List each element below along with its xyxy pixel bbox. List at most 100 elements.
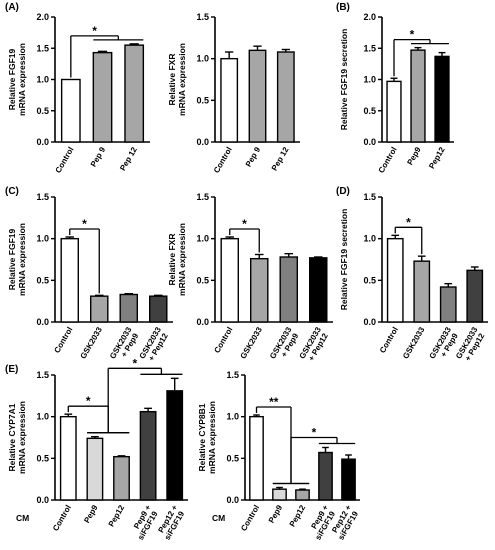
x-tick-label: Pep9 <box>267 503 285 525</box>
y-tick-label: 1.5 <box>226 370 239 380</box>
significance-label: * <box>242 217 247 231</box>
y-axis-title: Relative CYP8B1 <box>197 403 207 471</box>
bar <box>276 51 295 143</box>
chart-5: 0.0 0.5 1.0 1.5 Relative FXR mRNA expression C… <box>167 192 333 365</box>
y-tick-label: 0.0 <box>196 137 209 147</box>
bar <box>60 237 80 323</box>
x-tick-label-line: Control <box>52 326 74 355</box>
significance-label: * <box>86 394 91 408</box>
x-tick-label: Control <box>239 504 261 533</box>
y-tick-label: 1.0 <box>196 234 209 244</box>
y-tick-label: 0.5 <box>363 106 376 116</box>
x-tick-label: Pep 12 <box>118 145 139 172</box>
x-tick-label: Pep12 +siFGF19 <box>329 503 362 541</box>
y-axis-title: mRNA expression <box>17 43 27 116</box>
significance-label: ** <box>269 395 279 409</box>
x-tick-label-line: Pep9 <box>82 503 100 525</box>
x-tick-label: Pep12 +siFGF19 <box>155 503 188 541</box>
x-tick-label-line: Pep9 <box>267 503 285 525</box>
x-tick-label-line: Control <box>51 504 73 533</box>
x-tick-label: Pep9 +siFGF19 <box>128 503 161 541</box>
y-tick-label: 1.0 <box>363 234 376 244</box>
y-axis-title: Relative FXR <box>167 234 177 286</box>
bar <box>272 488 287 501</box>
significance-label: * <box>406 215 411 229</box>
chart-7: 0.0 0.5 1.0 1.5 Relative CYP7A1 mRNA expressi… <box>7 356 188 542</box>
chart-2: 0.0 0.5 1.0 1.5 Relative FXR mRNA expression C… <box>167 12 300 175</box>
x-tick-label: Pep9 <box>82 503 100 525</box>
y-tick-label: 1.0 <box>363 75 376 85</box>
y-tick-label: 1.0 <box>196 54 209 64</box>
x-tick-label: Control <box>377 146 399 175</box>
y-tick-label: 0.5 <box>363 275 376 285</box>
y-axis-title: mRNA expression <box>17 223 27 296</box>
y-tick-label: 0.5 <box>36 453 49 463</box>
significance-label: * <box>92 24 97 38</box>
panel-label-c: (C) <box>5 186 19 197</box>
y-tick-label: 0.5 <box>196 95 209 105</box>
y-tick-label: 0.5 <box>36 106 49 116</box>
x-tick-label: GSK2033+ Pep9 <box>268 325 301 365</box>
panel-label-e: (E) <box>5 364 18 375</box>
bar <box>413 260 431 323</box>
x-tick-label: GSK2033 <box>239 325 265 360</box>
x-tick-label-line: GSK2033 <box>239 325 265 360</box>
y-tick-label: 2.0 <box>36 12 49 22</box>
panel-label-d: (D) <box>336 186 350 197</box>
y-tick-label: 0.0 <box>196 317 209 327</box>
bar <box>220 237 240 323</box>
y-axis-title: Relative FXR <box>167 54 177 106</box>
x-tick-label: GSK2033+ Pep12 <box>138 325 171 365</box>
bar <box>89 295 109 323</box>
bar <box>139 410 157 501</box>
x-tick-label-line: Pep9 <box>405 145 423 167</box>
y-tick-label: 0.5 <box>226 453 239 463</box>
chart-1: 0.0 0.5 1.0 1.5 2.0 Relative FGF19 mRNA expres… <box>7 12 150 175</box>
bar <box>119 293 139 323</box>
x-tick-label: Control <box>378 326 400 355</box>
y-axis-title: Relative CYP7A1 <box>7 403 17 471</box>
y-axis-title: mRNA expression <box>207 401 217 474</box>
y-tick-label: 1.5 <box>363 43 376 53</box>
x-tick-label-line: Pep 9 <box>244 145 263 168</box>
y-axis-title: mRNA expression <box>17 401 27 474</box>
bar <box>59 415 77 501</box>
y-axis-title: Relative FGF19 <box>7 49 17 111</box>
y-tick-label: 1.0 <box>36 234 49 244</box>
x-tick-label: Control <box>212 146 234 175</box>
bar <box>386 80 402 143</box>
y-tick-label: 0.5 <box>196 275 209 285</box>
y-tick-label: 0.0 <box>36 495 49 505</box>
y-tick-label: 0.0 <box>363 137 376 147</box>
bar <box>113 455 130 501</box>
x-tick-label-line: Control <box>239 504 261 533</box>
bar <box>434 55 450 143</box>
y-tick-label: 1.5 <box>36 192 49 202</box>
x-tick-label: Pep12 <box>427 145 447 170</box>
bar <box>60 78 81 143</box>
panel-label-b: (B) <box>336 2 350 13</box>
x-tick-label-line: Pep 9 <box>89 145 108 168</box>
y-tick-label: 0.0 <box>226 495 239 505</box>
x-tick-label: Control <box>51 504 73 533</box>
x-tick-label-line: Pep 12 <box>270 145 291 172</box>
bar <box>148 295 168 323</box>
x-tick-label: GSK2033+ Pep9 <box>428 325 461 365</box>
bar <box>249 415 264 501</box>
bar <box>124 44 145 143</box>
x-tick-label-line: Control <box>378 326 400 355</box>
significance-label: * <box>312 426 317 440</box>
x-tick-label: Control <box>52 326 74 355</box>
cm-label-right: CM <box>212 513 225 523</box>
cm-label-left: CM <box>16 513 29 523</box>
y-axis-title: mRNA expression <box>177 43 187 116</box>
x-tick-label: Control <box>212 326 234 355</box>
y-tick-label: 0.0 <box>36 317 49 327</box>
bar <box>386 237 404 323</box>
x-tick-label-line: Pep 12 <box>118 145 139 172</box>
x-tick-label: Pep9 +siFGF19 <box>306 503 339 541</box>
y-tick-label: 0.0 <box>36 137 49 147</box>
y-tick-label: 1.0 <box>226 412 239 422</box>
significance-label: * <box>410 28 415 42</box>
y-axis-title: Relative FGF19 secretion <box>339 29 349 131</box>
